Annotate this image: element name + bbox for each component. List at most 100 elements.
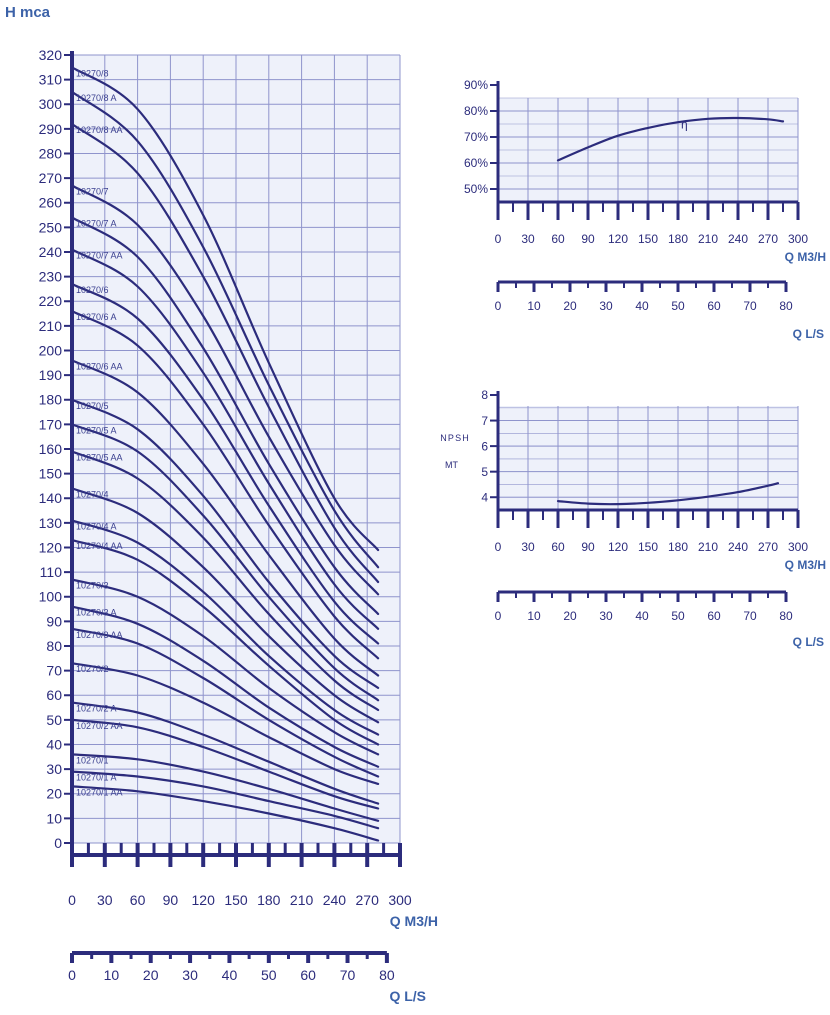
y-tick-label: 7 xyxy=(481,414,488,428)
x-tick-label: 90 xyxy=(581,540,595,554)
series-line xyxy=(70,216,380,616)
x-tick-label: 60 xyxy=(551,232,565,246)
series-label: 10270/7 A xyxy=(76,219,117,229)
x2-tick-label: 20 xyxy=(563,299,577,313)
series-label: 10270/4 AA xyxy=(76,541,123,551)
x-tick-label: 240 xyxy=(323,892,347,908)
y-tick-label: 6 xyxy=(481,439,488,453)
x2-tick-label: 30 xyxy=(599,609,613,623)
series-label: 10270/8 xyxy=(76,68,109,78)
y-tick-label: 4 xyxy=(481,490,488,504)
y-tick-label: 40 xyxy=(46,736,62,752)
series-label: 10270/1 xyxy=(76,755,109,765)
y-tick-label: 320 xyxy=(39,47,63,63)
series-line xyxy=(70,423,380,702)
x2-tick-label: 10 xyxy=(527,609,541,623)
y-tick-label: 270 xyxy=(39,170,63,186)
x-tick-label: 0 xyxy=(495,232,502,246)
y-tick-label: 230 xyxy=(39,269,63,285)
series-line xyxy=(70,90,380,569)
x2-tick-label: 10 xyxy=(527,299,541,313)
x2-tick-label: 30 xyxy=(182,967,198,983)
y-tick-label: 170 xyxy=(39,416,63,432)
series-line xyxy=(70,184,380,596)
series-line xyxy=(556,482,780,506)
y-tick-label: 200 xyxy=(39,342,63,358)
x2-tick-label: 70 xyxy=(743,609,757,623)
series-line xyxy=(70,605,380,768)
y-tick-label: 150 xyxy=(39,466,63,482)
series-label: 10270/2 xyxy=(76,664,109,674)
y-axis-title-unit: MT xyxy=(445,460,458,470)
y-tick-label: 80 xyxy=(46,638,62,654)
y-tick-label: 0 xyxy=(54,835,62,851)
x-tick-label: 30 xyxy=(521,232,535,246)
series-line xyxy=(70,519,380,736)
y-tick-label: 50% xyxy=(464,182,488,196)
x-tick-label: 150 xyxy=(638,232,658,246)
x-tick-label: 210 xyxy=(698,232,718,246)
x2-tick-label: 50 xyxy=(671,609,685,623)
series-line xyxy=(70,359,380,677)
series-line xyxy=(70,487,380,724)
x-tick-label: 270 xyxy=(758,540,778,554)
x2-tick-label: 20 xyxy=(563,609,577,623)
x2-tick-label: 80 xyxy=(379,967,395,983)
y-tick-label: 290 xyxy=(39,121,63,137)
series-line xyxy=(70,398,380,689)
series-label: 10270/8 A xyxy=(76,93,117,103)
y-tick-label: 90% xyxy=(464,78,488,92)
x2-tick-label: 50 xyxy=(671,299,685,313)
y-tick-label: 100 xyxy=(39,589,63,605)
x2-tick-label: 80 xyxy=(779,299,793,313)
y-tick-label: 140 xyxy=(39,490,63,506)
y-tick-label: 310 xyxy=(39,72,63,88)
y-tick-label: 130 xyxy=(39,515,63,531)
x-tick-label: 300 xyxy=(788,232,808,246)
x2-tick-label: 0 xyxy=(68,967,76,983)
y-tick-label: 70 xyxy=(46,663,62,679)
x2-tick-label: 60 xyxy=(707,299,721,313)
series-line xyxy=(70,785,380,842)
series-label: 10270/3 A xyxy=(76,608,117,618)
x-tick-label: 0 xyxy=(495,540,502,554)
series-line xyxy=(70,248,380,630)
x2-tick-label: 0 xyxy=(495,299,502,313)
y-tick-label: 70% xyxy=(464,130,488,144)
series-label: 10270/5 xyxy=(76,401,109,411)
x-tick-label: 300 xyxy=(388,892,412,908)
y-tick-label: 240 xyxy=(39,244,63,260)
series-label: 10270/4 A xyxy=(76,521,117,531)
y-tick-label: 20 xyxy=(46,786,62,802)
x2-tick-label: 50 xyxy=(261,967,277,983)
series-line xyxy=(70,578,380,756)
series-line xyxy=(70,122,380,584)
y-tick-label: 210 xyxy=(39,318,63,334)
x-tick-label: 300 xyxy=(788,540,808,554)
x2-tick-label: 60 xyxy=(300,967,316,983)
x2-tick-label: 80 xyxy=(779,609,793,623)
series-line xyxy=(70,753,380,822)
y-tick-label: 60% xyxy=(464,156,488,170)
x-tick-label: 210 xyxy=(698,540,718,554)
y-tick-label: 8 xyxy=(481,388,488,402)
series-label: 10270/2 AA xyxy=(76,721,123,731)
x2-tick-label: 40 xyxy=(635,609,649,623)
x-tick-label: 180 xyxy=(668,232,688,246)
x2-tick-label: 10 xyxy=(104,967,120,983)
series-label: 10270/4 xyxy=(76,489,109,499)
y-tick-label: 160 xyxy=(39,441,63,457)
series-line xyxy=(70,282,380,645)
x2-axis-unit: Q L/S xyxy=(389,988,426,1004)
series-label: 10270/7 AA xyxy=(76,251,123,261)
x-tick-label: 90 xyxy=(163,892,179,908)
y-tick-label: 180 xyxy=(39,392,63,408)
y-tick-label: 10 xyxy=(46,810,62,826)
x2-tick-label: 70 xyxy=(340,967,356,983)
x2-tick-label: 20 xyxy=(143,967,159,983)
y-axis-title: NPSH xyxy=(440,433,470,443)
y-tick-label: 50 xyxy=(46,712,62,728)
series-line xyxy=(70,627,380,778)
